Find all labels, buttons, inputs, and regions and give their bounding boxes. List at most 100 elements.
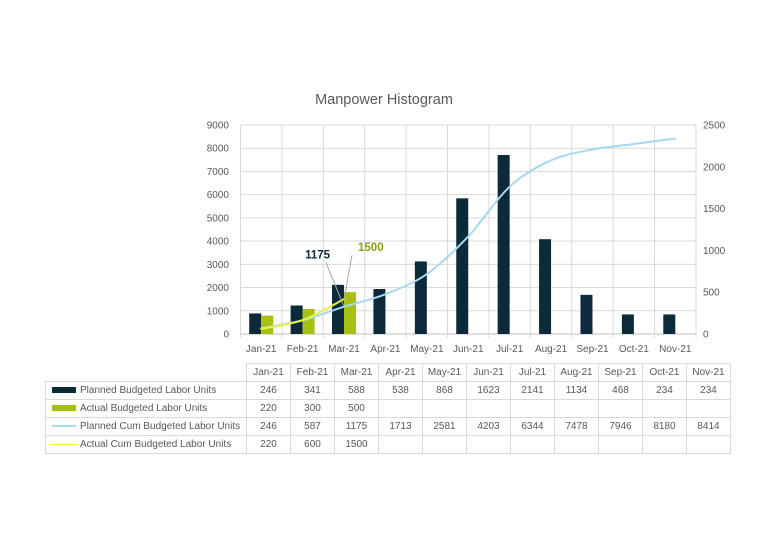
table-header-cell: Apr-21 — [378, 363, 423, 382]
bar — [539, 239, 552, 334]
x-axis-tick-label: Oct-21 — [619, 344, 649, 355]
table-header-row: Jan-21 Feb-21 Mar-21 Apr-21 May-21 Jun-21 Jul-… — [46, 363, 731, 382]
table-cell — [510, 435, 555, 454]
table-cell: 587 — [290, 417, 335, 436]
table-cell: 234 — [642, 381, 687, 400]
table-cell: 341 — [290, 381, 335, 400]
table-cell — [378, 435, 423, 454]
chart-title-text: Manpower Histogram — [315, 92, 453, 108]
legend-cell: Planned Cum Budgeted Labor Units — [45, 417, 247, 436]
table-cell: 1175 — [334, 417, 379, 436]
table-cell: 1623 — [466, 381, 511, 400]
legend-label: Planned Cum Budgeted Labor Units — [80, 421, 241, 432]
table-cell — [378, 399, 423, 418]
table-row: Actual Budgeted Labor Units 220 300 500 — [45, 399, 731, 418]
table-cell — [642, 399, 687, 418]
right-axis-tick-label: 1500 — [703, 204, 726, 215]
data-table: Jan-21 Feb-21 Mar-21 Apr-21 May-21 Jun-21 Jul-… — [45, 363, 731, 454]
line — [260, 137, 677, 330]
bar — [302, 308, 315, 334]
x-axis-tick-label: Apr-21 — [370, 344, 400, 355]
chart-title: Manpower Histogram — [0, 92, 768, 108]
right-axis-tick-label: 500 — [703, 288, 720, 299]
table-cell: 1500 — [334, 435, 379, 454]
table-header-cell: Oct-21 — [642, 363, 687, 382]
right-axis-tick-label: 0 — [703, 330, 709, 341]
table-cell: 1713 — [378, 417, 423, 436]
bar-series — [249, 155, 676, 334]
legend-bar-key-icon — [52, 405, 76, 412]
table-cell: 8180 — [642, 417, 687, 436]
left-axis-tick-label: 5000 — [207, 213, 230, 224]
table-cell: 234 — [686, 381, 731, 400]
table-cell — [422, 399, 467, 418]
left-axis-tick-label: 3000 — [207, 260, 230, 271]
left-axis-tick-label: 7000 — [207, 167, 230, 178]
table-cell: 588 — [334, 381, 379, 400]
table-cell: 300 — [290, 399, 335, 418]
table-cell — [554, 399, 599, 418]
table-cell — [598, 435, 643, 454]
table-header-cell: Nov-21 — [686, 363, 731, 382]
data-label: 1175 — [305, 250, 331, 262]
table-header-cell: Sep-21 — [598, 363, 643, 382]
left-axis-tick-label: 8000 — [207, 144, 230, 155]
left-axis-tick-label: 9000 — [207, 121, 230, 132]
x-axis-tick-label: Mar-21 — [328, 344, 360, 355]
table-cell: 2141 — [510, 381, 555, 400]
table-cell: 220 — [246, 435, 291, 454]
x-axis-tick-label: Jun-21 — [453, 344, 484, 355]
table-cell — [686, 399, 731, 418]
legend-label: Actual Budgeted Labor Units — [80, 403, 208, 414]
table-header-cell: Jun-21 — [466, 363, 511, 382]
bar — [373, 289, 386, 334]
left-axis-tick-label: 0 — [223, 330, 229, 341]
legend-cell: Actual Budgeted Labor Units — [45, 399, 247, 418]
x-axis-tick-label: Nov-21 — [659, 344, 692, 355]
left-axis-tick-label: 4000 — [207, 237, 230, 248]
bar — [290, 305, 303, 334]
table-cell: 2581 — [422, 417, 467, 436]
table-cell: 7946 — [598, 417, 643, 436]
table-cell: 7478 — [554, 417, 599, 436]
table-cell: 246 — [246, 381, 291, 400]
right-axis: 0 500 1000 1500 2000 2500 — [703, 121, 726, 341]
table-corner — [46, 364, 247, 382]
table-cell — [686, 435, 731, 454]
left-axis-tick-label: 1000 — [207, 306, 230, 317]
table-row: Planned Cum Budgeted Labor Units 246 587 11… — [45, 417, 731, 436]
table-cell — [422, 435, 467, 454]
table-cell: 220 — [246, 399, 291, 418]
table-cell: 1134 — [554, 381, 599, 400]
table-cell — [598, 399, 643, 418]
legend-line-key-icon — [52, 425, 76, 428]
x-axis-tick-label: Jul-21 — [496, 344, 524, 355]
data-label: 1500 — [358, 242, 384, 254]
table-cell: 8414 — [686, 417, 731, 436]
table-header-cell: Feb-21 — [290, 363, 335, 382]
legend-label: Planned Budgeted Labor Units — [80, 385, 217, 396]
legend-cell: Planned Budgeted Labor Units — [45, 381, 247, 400]
table-cell: 6344 — [510, 417, 555, 436]
right-axis-tick-label: 2500 — [703, 121, 726, 132]
left-axis: 0 1000 2000 3000 4000 5000 6000 7000 8000 9000 — [207, 121, 230, 341]
line-series — [260, 137, 677, 330]
left-axis-tick-label: 2000 — [207, 283, 230, 294]
table-cell — [642, 435, 687, 454]
bar — [344, 292, 357, 334]
table-cell — [510, 399, 555, 418]
x-axis: Jan-21 Feb-21 Mar-21 Apr-21 May-21 Jun-21 Jul-… — [246, 344, 692, 355]
x-axis-tick-label: May-21 — [410, 344, 444, 355]
table-header-cell: Mar-21 — [334, 363, 379, 382]
bar — [580, 294, 593, 334]
table-header-cell: Aug-21 — [554, 363, 599, 382]
table-row: Planned Budgeted Labor Units 246 341 588 538… — [45, 381, 731, 400]
line — [260, 298, 346, 330]
table-cell: 868 — [422, 381, 467, 400]
bar — [663, 314, 676, 334]
right-axis-tick-label: 1000 — [703, 246, 726, 257]
bar — [456, 198, 469, 334]
left-axis-tick-label: 6000 — [207, 190, 230, 201]
bar — [261, 315, 274, 334]
